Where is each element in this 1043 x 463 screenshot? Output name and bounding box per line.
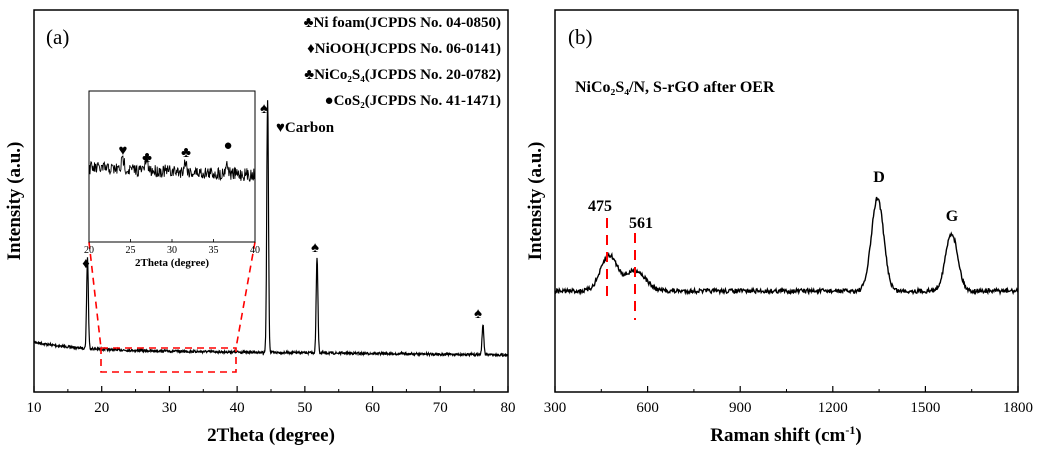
- zoom-connector-left: [88, 241, 102, 349]
- legend-symbol: ♦: [307, 41, 315, 57]
- legend-text: NiOOH(JCPDS No. 06-0141): [315, 41, 501, 57]
- zoom-box: [100, 347, 237, 373]
- inset-marker-cos2: ●: [223, 138, 232, 154]
- panel-a-x-ticks: 10 20 30 40 50 60 70 80: [27, 386, 516, 416]
- legend-symbol: ♥: [276, 120, 285, 136]
- x-tick-label: 40: [230, 400, 245, 416]
- legend-symbol: ♣: [304, 15, 314, 31]
- legend-symbol: ●: [325, 93, 334, 109]
- inset-x-ticks: 20 25 30 35 40: [84, 239, 260, 256]
- peak-marker-niooh: ♦: [82, 256, 90, 272]
- zoom-connector-right: [235, 241, 256, 349]
- panel-b-x-axis-label: Raman shift (cm-1): [710, 423, 861, 446]
- x-tick-label: 1200: [818, 400, 848, 416]
- legend-text: CoS₂(JCPDS No. 41-1471): [334, 93, 501, 109]
- peak-label-d: D: [873, 169, 885, 186]
- peak-label-g: G: [946, 208, 959, 225]
- inset-tick-label: 30: [167, 245, 177, 256]
- panel-a-x-axis-label: 2Theta (degree): [207, 425, 335, 446]
- x-tick-label: 900: [729, 400, 752, 416]
- inset-tick-label: 35: [209, 245, 219, 256]
- panel-a-xrd-curve: [33, 100, 509, 358]
- peak-marker-ni-76: ♠: [474, 306, 482, 322]
- panel-b-label: (b): [568, 25, 593, 49]
- x-tick-label: 1800: [1003, 400, 1033, 416]
- x-tick-label: 80: [501, 400, 516, 416]
- legend-text: Carbon: [285, 120, 335, 136]
- panel-b-frame: [554, 9, 1019, 393]
- legend-entry-cos2: ●CoS₂(JCPDS No. 41-1471): [325, 93, 501, 109]
- panel-a-legend: ♣Ni foam(JCPDS No. 04-0850) ♦NiOOH(JCPDS…: [276, 15, 501, 136]
- x-tick-label: 70: [433, 400, 448, 416]
- legend-text: Ni foam(JCPDS No. 04-0850): [314, 15, 501, 31]
- legend-entry-carbon: ♥Carbon: [276, 120, 335, 136]
- inset-marker-nico2s4-1: ♣: [142, 150, 152, 166]
- inset-tick-label: 25: [126, 245, 136, 256]
- legend-symbol: ♣: [304, 67, 314, 83]
- panel-b: 300 600 900 1200 1500 1800 (b) Raman shift (c…: [525, 9, 1033, 446]
- panel-b-y-axis-label: Intensity (a.u.): [525, 142, 546, 261]
- x-tick-label: 10: [27, 400, 42, 416]
- inset-x-axis-label: 2Theta (degree): [135, 257, 209, 269]
- x-tick-label: 20: [94, 400, 109, 416]
- legend-text: NiCo₂S₄(JCPDS No. 20-0782): [314, 67, 501, 83]
- x-tick-label: 1500: [910, 400, 940, 416]
- peak-label-475: 475: [588, 198, 612, 215]
- inset-curve: [88, 154, 255, 182]
- inset-marker-carbon: ♥: [119, 143, 128, 159]
- legend-entry-ni-foam: ♣Ni foam(JCPDS No. 04-0850): [304, 15, 501, 31]
- inset-chart: 20 25 30 35 40 2Theta (degree) ♥ ♣ ♣ ●: [84, 90, 260, 269]
- peak-marker-ni-52: ♠: [311, 240, 319, 256]
- inset-marker-nico2s4-2: ♣: [181, 145, 191, 161]
- x-tick-label: 300: [544, 400, 567, 416]
- legend-entry-nico2s4: ♣NiCo₂S₄(JCPDS No. 20-0782): [304, 67, 501, 83]
- panel-a-label: (a): [46, 25, 69, 49]
- x-tick-label: 30: [162, 400, 177, 416]
- x-tick-label: 50: [297, 400, 312, 416]
- legend-entry-niooh: ♦NiOOH(JCPDS No. 06-0141): [307, 41, 501, 57]
- peak-marker-ni-44: ♠: [260, 101, 268, 117]
- x-tick-label: 60: [365, 400, 380, 416]
- panel-a: 10 20 30 40 50 60 70 80 (a) 2Theta (degree) Int…: [4, 9, 516, 446]
- sample-label: NiCo₂S₄/N, S-rGO after OER: [575, 79, 775, 96]
- inset-tick-label: 20: [84, 245, 94, 256]
- panel-b-raman-curve: [554, 196, 1019, 296]
- panel-b-x-ticks: 300 600 900 1200 1500 1800: [544, 386, 1033, 416]
- inset-tick-label: 40: [250, 245, 260, 256]
- panel-a-y-axis-label: Intensity (a.u.): [4, 142, 25, 261]
- x-tick-label: 600: [636, 400, 659, 416]
- peak-label-561: 561: [629, 215, 653, 232]
